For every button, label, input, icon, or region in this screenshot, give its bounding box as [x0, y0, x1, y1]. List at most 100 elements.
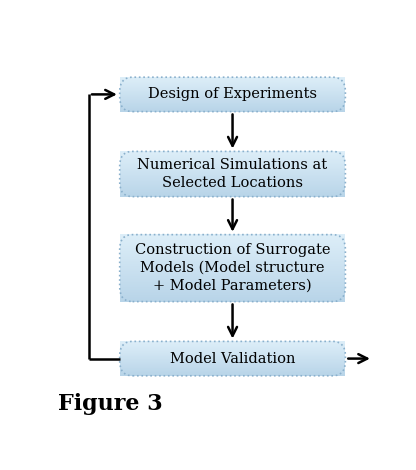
Bar [120, 98, 345, 99]
Bar [120, 243, 345, 245]
Bar [120, 93, 345, 94]
Bar [120, 102, 345, 103]
Bar [120, 277, 345, 278]
Bar [120, 162, 345, 163]
Bar [120, 342, 345, 343]
Bar [120, 176, 345, 177]
Bar [120, 250, 345, 251]
Bar [120, 346, 345, 347]
Bar [120, 250, 345, 251]
Bar [120, 263, 345, 264]
Bar [120, 358, 345, 359]
Bar [120, 78, 345, 79]
Bar [120, 172, 345, 173]
Bar [120, 105, 345, 106]
Bar [120, 98, 345, 99]
Bar [120, 96, 345, 97]
Bar [120, 109, 345, 110]
Bar [120, 94, 345, 95]
Bar [120, 349, 345, 350]
Bar [120, 283, 345, 284]
Bar [120, 245, 345, 246]
Bar [120, 299, 345, 301]
Bar [120, 285, 345, 287]
Bar [120, 297, 345, 298]
Text: Figure 3: Figure 3 [58, 392, 163, 415]
Bar [120, 151, 345, 152]
Bar [120, 271, 345, 272]
Bar [120, 274, 345, 275]
Bar [120, 185, 345, 186]
Bar [120, 258, 345, 260]
Bar [120, 352, 345, 353]
Bar [120, 288, 345, 289]
Bar [120, 192, 345, 193]
Bar [120, 186, 345, 187]
Bar [120, 97, 345, 98]
Bar [120, 188, 345, 189]
Text: Design of Experiments: Design of Experiments [148, 87, 317, 102]
Bar [120, 280, 345, 282]
Bar [120, 356, 345, 357]
Bar [120, 104, 345, 105]
Bar [120, 169, 345, 170]
Bar [120, 101, 345, 102]
Bar [120, 268, 345, 270]
Bar [120, 110, 345, 111]
Bar [120, 176, 345, 177]
Bar [120, 284, 345, 285]
Bar [120, 154, 345, 155]
Bar [120, 243, 345, 244]
Bar [120, 85, 345, 86]
Bar [120, 280, 345, 281]
Bar [120, 370, 345, 371]
Bar [120, 360, 345, 361]
Bar [120, 361, 345, 362]
Bar [120, 358, 345, 359]
Bar [120, 88, 345, 89]
Bar [120, 273, 345, 274]
Bar [120, 97, 345, 98]
Bar [120, 157, 345, 158]
Bar [120, 108, 345, 109]
Text: Construction of Surrogate
Models (Model structure
+ Model Parameters): Construction of Surrogate Models (Model … [135, 243, 330, 293]
Bar [120, 357, 345, 358]
Bar [120, 192, 345, 193]
Bar [120, 167, 345, 168]
Bar [120, 194, 345, 195]
Bar [120, 104, 345, 105]
Bar [120, 94, 345, 95]
Bar [120, 355, 345, 356]
Bar [120, 257, 345, 258]
Bar [120, 163, 345, 164]
Bar [120, 295, 345, 296]
Bar [120, 77, 345, 78]
Bar [120, 352, 345, 353]
Bar [120, 170, 345, 171]
Bar [120, 368, 345, 369]
Bar [120, 164, 345, 165]
Bar [120, 169, 345, 170]
Bar [120, 84, 345, 85]
Bar [120, 102, 345, 103]
Bar [120, 365, 345, 366]
Bar [120, 152, 345, 153]
Bar [120, 100, 345, 101]
Bar [120, 254, 345, 256]
Bar [120, 83, 345, 84]
Bar [120, 106, 345, 107]
Bar [120, 193, 345, 194]
Bar [120, 298, 345, 299]
Bar [120, 181, 345, 182]
Bar [120, 342, 345, 343]
Bar [120, 372, 345, 373]
Bar [120, 276, 345, 277]
Bar [120, 167, 345, 168]
Bar [120, 105, 345, 106]
Bar [120, 107, 345, 108]
Bar [120, 253, 345, 254]
Bar [120, 164, 345, 165]
Bar [120, 265, 345, 266]
Bar [120, 81, 345, 82]
Bar [120, 234, 345, 235]
